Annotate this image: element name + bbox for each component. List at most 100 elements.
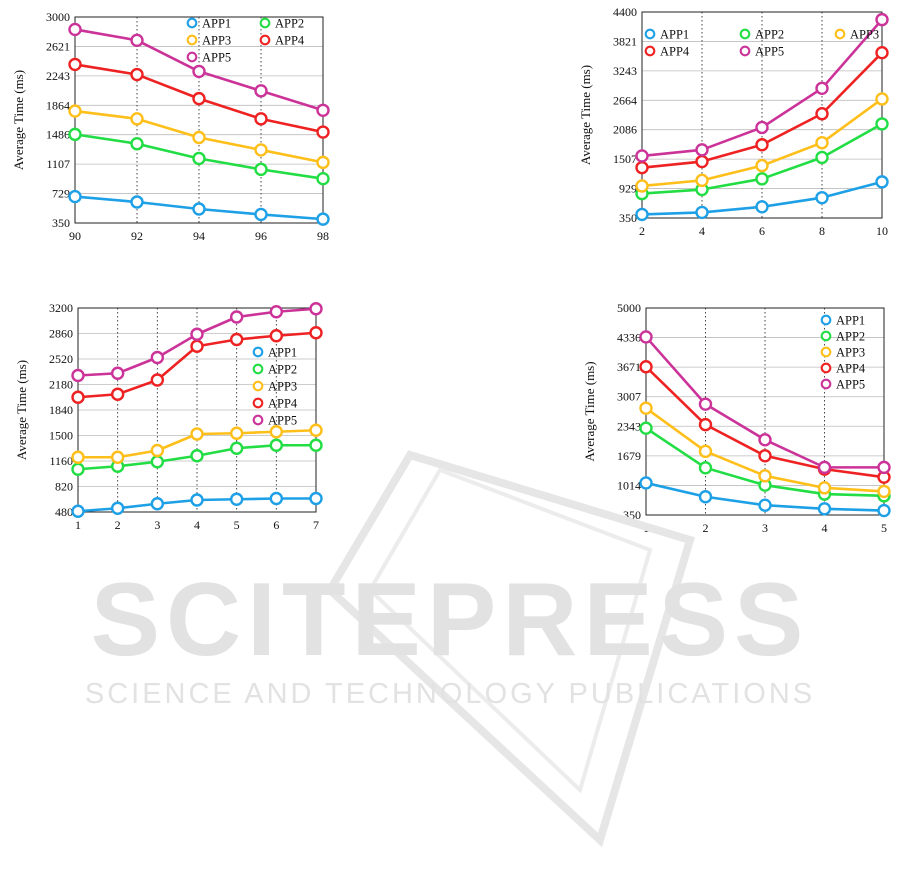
data-point-app5: [875, 12, 889, 27]
data-point-app1: [758, 498, 772, 512]
data-point-app2: [755, 172, 769, 186]
legend-item: APP1: [252, 346, 297, 360]
data-point-app2: [875, 117, 889, 131]
data-point-app2: [150, 455, 165, 469]
data-point-app4: [698, 417, 713, 432]
data-point-app1: [309, 491, 323, 506]
data-point-app2: [639, 421, 653, 435]
x-tick-label: 90: [69, 229, 81, 243]
x-tick-label: 1: [75, 518, 81, 532]
data-point-app1: [875, 175, 889, 189]
data-point-app5: [758, 433, 772, 447]
x-tick-label: 2: [639, 224, 645, 238]
data-point-app3: [190, 427, 204, 441]
data-point-app4: [755, 138, 769, 152]
data-point-app3: [254, 143, 268, 157]
chart-svg: 350 929 1507 2086 2664 3243 3821 4400 2 4 6 8 10 Aver…: [578, 5, 889, 238]
data-point-app3: [316, 155, 330, 170]
data-point-app2: [254, 162, 268, 177]
x-tick-label: 92: [131, 229, 143, 243]
data-point-app3: [68, 104, 82, 118]
plot-frame: [74, 16, 324, 224]
y-tick-label: 1500: [49, 429, 73, 443]
data-point-app4: [758, 449, 772, 463]
grid: [75, 16, 323, 224]
legend-item: APP2: [820, 330, 865, 344]
y-axis-label: Average Time (ms): [14, 360, 29, 460]
legend-label: APP3: [202, 34, 231, 48]
watermark-sub-text: SCIENCE AND TECHNOLOGY PUBLICATIONS: [85, 678, 815, 710]
legend-marker-icon: [644, 28, 656, 40]
x-tick-label: 2: [115, 518, 121, 532]
x-tick-label: 3: [154, 518, 160, 532]
legend-item: APP4: [259, 34, 305, 48]
data-point-app2: [309, 438, 323, 452]
data-point-app2: [130, 137, 144, 151]
data-point-app1: [130, 195, 144, 209]
x-tick-label: 4: [822, 521, 828, 535]
y-tick-label: 5000: [617, 301, 641, 315]
data-point-app4: [229, 332, 244, 347]
legend-label: APP1: [660, 28, 689, 42]
chart-svg: 350 729 1107 1486 1864 2243 2621 3000 90 92 94 96 98…: [11, 10, 330, 243]
data-point-app3: [229, 426, 244, 440]
data-point-app5: [877, 460, 891, 475]
data-point-app4: [68, 57, 82, 72]
x-tick-label: 8: [819, 224, 825, 238]
legend-label: APP4: [836, 362, 866, 376]
legend-marker-icon: [259, 34, 271, 46]
data-point-app1: [755, 200, 769, 214]
y-tick-label: 3200: [49, 301, 73, 315]
data-point-app2: [316, 171, 330, 186]
data-point-app5: [639, 330, 653, 344]
legend-item: APP2: [739, 28, 784, 42]
data-point-app2: [192, 151, 206, 166]
data-point-app3: [877, 484, 891, 499]
legend-marker-icon: [186, 51, 198, 63]
legend-item: APP2: [259, 17, 304, 31]
data-point-app4: [190, 339, 204, 353]
data-point-app5: [150, 350, 165, 365]
data-point-app2: [698, 461, 713, 475]
data-point-app5: [815, 81, 829, 95]
legend-item: APP5: [252, 414, 297, 428]
legend-item: APP1: [820, 314, 865, 328]
data-point-app3: [150, 443, 165, 458]
y-tick-label: 3007: [617, 390, 641, 404]
data-point-app4: [695, 154, 709, 169]
x-tick-label: 6: [759, 224, 765, 238]
legend-item: APP2: [252, 363, 297, 377]
data-point-app3: [269, 425, 284, 439]
legend-marker-icon: [252, 397, 264, 409]
data-point-app4: [815, 107, 829, 121]
y-tick-label: 929: [619, 182, 637, 196]
x-tick-label: 3: [762, 521, 768, 535]
legend-label: APP5: [268, 414, 297, 428]
data-point-app1: [695, 205, 709, 220]
y-tick-label: 1507: [613, 152, 637, 166]
plot-frame: [77, 307, 317, 513]
plot-frame: [641, 11, 883, 219]
y-tick-label: 350: [623, 508, 641, 522]
y-tick-label: 2664: [613, 93, 637, 107]
data-point-app3: [309, 423, 323, 437]
legend-label: APP5: [836, 378, 865, 392]
x-tick-label: 6: [273, 518, 279, 532]
data-point-app1: [110, 501, 125, 515]
data-point-app5: [71, 368, 85, 383]
data-point-app1: [635, 207, 649, 222]
chart-svg: 350 1014 1679 2343 3007 3671 4336 5000 1 2 3 4 5 Aver…: [582, 301, 891, 535]
y-tick-label: 820: [55, 480, 73, 494]
legend-marker-icon: [739, 45, 751, 57]
legend-label: APP5: [202, 51, 231, 65]
legend-marker-icon: [820, 346, 832, 358]
legend-marker-icon: [252, 346, 264, 358]
data-point-app1: [698, 490, 713, 504]
legend-item: APP4: [644, 45, 690, 59]
grid: [642, 11, 882, 219]
y-tick-label: 1107: [46, 157, 70, 171]
legend-marker-icon: [820, 362, 832, 374]
legend-label: APP2: [268, 363, 297, 377]
data-point-app5: [68, 22, 82, 37]
data-point-app1: [639, 476, 653, 490]
